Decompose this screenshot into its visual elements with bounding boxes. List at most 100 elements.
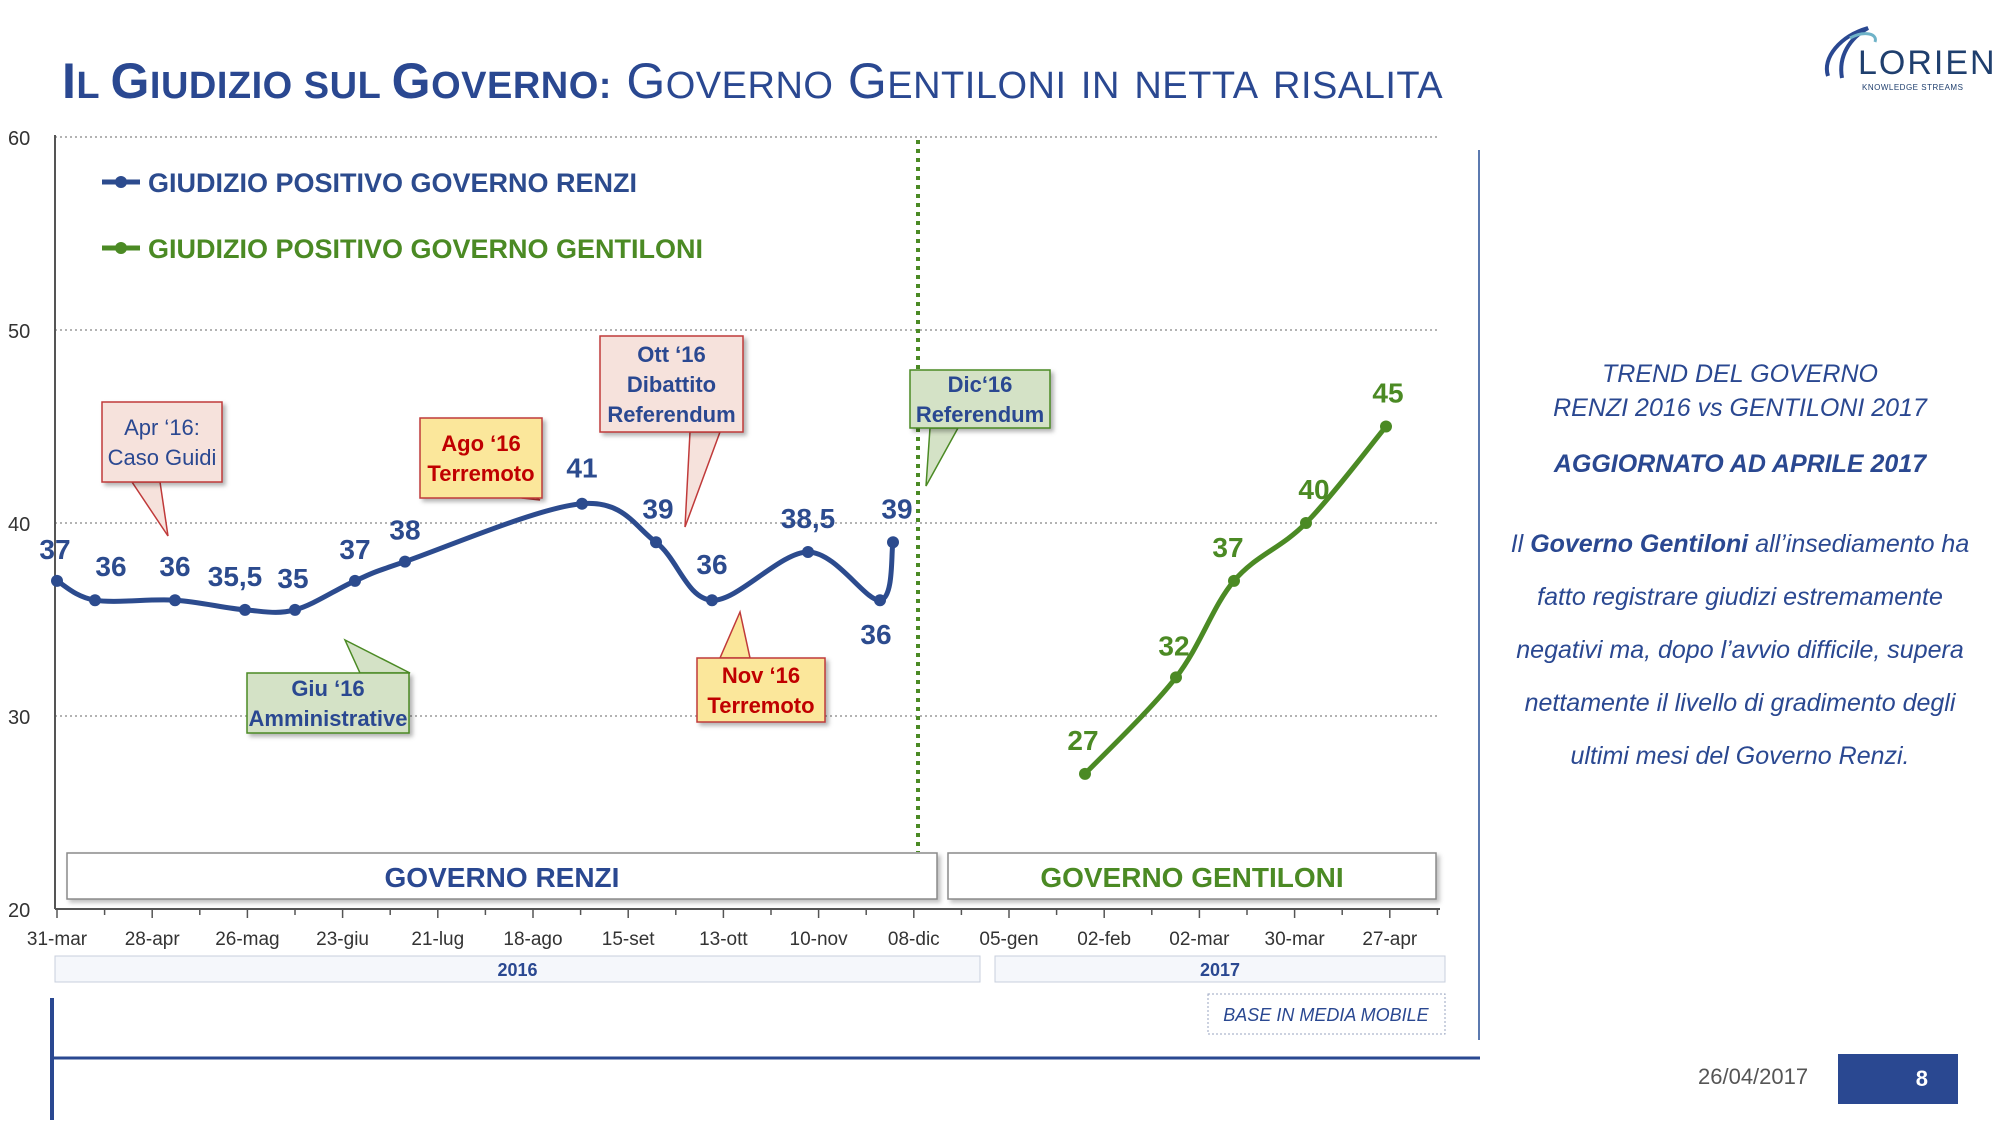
data-point [1300, 517, 1312, 529]
data-point [1380, 420, 1392, 433]
callout-text: Amministrative [249, 706, 408, 731]
year-band [54, 955, 981, 983]
callout-text: Dic‘16 [948, 372, 1013, 397]
year-label: 2016 [497, 960, 537, 980]
callout-text: Referendum [607, 402, 735, 427]
summary-heading-line2: RENZI 2016 vs GENTILONI 2017 [1553, 394, 1927, 422]
y-tick-label: 50 [8, 321, 30, 343]
x-tick-label: 02-mar [1169, 929, 1230, 950]
callout-tail [718, 609, 751, 659]
data-label: 45 [1372, 378, 1403, 409]
data-label: 36 [696, 549, 727, 580]
data-point [650, 536, 662, 549]
x-tick-label: 27-apr [1362, 929, 1418, 950]
company-logo: LORIEN KNOWLEDGE STREAMS [1820, 18, 1995, 98]
x-tick-label: 26-mag [215, 929, 279, 950]
x-tick-label: 23-giu [316, 929, 369, 950]
callout-tail [684, 431, 722, 528]
data-label: 37 [339, 534, 370, 565]
data-point [349, 574, 361, 587]
callout-text: Ago ‘16 [441, 431, 520, 456]
data-point [399, 555, 411, 568]
x-tick-label: 18-ago [503, 929, 562, 950]
data-point [1228, 574, 1240, 587]
period-box [947, 852, 1437, 900]
y-tick-label: 20 [8, 900, 30, 922]
data-label: 38,5 [781, 503, 836, 534]
data-label: 27 [1067, 725, 1098, 756]
data-point [874, 594, 886, 607]
legend-label: GIUDIZIO POSITIVO GOVERNO RENZI [148, 168, 637, 198]
data-label: 36 [860, 619, 891, 650]
data-label: 35,5 [208, 561, 263, 592]
y-tick-label: 40 [8, 514, 30, 536]
page-number: 8 [1838, 1054, 1958, 1104]
data-label: 39 [881, 493, 912, 524]
callout-text: Dibattito [627, 372, 716, 397]
data-label: 41 [566, 453, 597, 484]
callout-text: Apr ‘16: [124, 415, 200, 440]
series-line [1083, 424, 1388, 776]
x-tick-label: 28-apr [125, 929, 181, 950]
data-point [887, 536, 899, 549]
x-tick-label: 13-ott [699, 929, 748, 950]
logo-text: LORIEN [1858, 44, 1997, 82]
data-label: 36 [95, 551, 126, 582]
title-rest: GOVERNO GENTILONI IN NETTA RISALITA [626, 53, 1444, 109]
callout-box [101, 401, 223, 483]
x-tick-label: 15-set [602, 929, 656, 950]
y-tick-label: 30 [8, 707, 30, 729]
callout-tail [343, 638, 411, 674]
callout-text: Giu ‘16 [291, 676, 364, 701]
callout-text: Terremoto [427, 461, 534, 486]
callout-box [246, 672, 410, 734]
period-label: GOVERNO GENTILONI [1040, 862, 1343, 893]
legend-marker [115, 176, 127, 188]
callout-tail [130, 481, 169, 537]
callout-box [599, 335, 744, 433]
data-point [239, 603, 251, 616]
data-point [706, 594, 718, 607]
page-title: IL GIUDIZIO SUL GOVERNO: GOVERNO GENTILO… [62, 53, 1444, 109]
footer-date: 26/04/2017 [1698, 1064, 1809, 1089]
data-label: 36 [159, 551, 190, 582]
data-label: 39 [642, 493, 673, 524]
callout-text: Caso Guidi [108, 445, 217, 470]
data-label: 40 [1298, 474, 1329, 505]
data-label: 35 [277, 563, 308, 594]
callout-text: Referendum [916, 402, 1044, 427]
period-box [66, 852, 938, 900]
callout-text: Nov ‘16 [722, 663, 800, 688]
base-note: BASE IN MEDIA MOBILE [1223, 1005, 1429, 1025]
data-label: 38 [389, 515, 420, 546]
x-tick-label: 08-dic [888, 929, 940, 950]
data-label: 37 [1212, 532, 1243, 563]
legend-marker [115, 242, 127, 254]
data-point [89, 594, 101, 607]
line-chart: 20 30 40 50 60 31-mar 28-apr 26-mag 23-giu 21-lug… [8, 128, 1480, 1120]
callout-box [909, 369, 1051, 429]
summary-panel: TREND DEL GOVERNO RENZI 2016 vs GENTILON… [1478, 150, 2000, 1040]
logo-swoosh-icon [1824, 26, 1877, 79]
data-point [1079, 767, 1091, 780]
callout-text: Ott ‘16 [637, 342, 705, 367]
x-tick-label: 31-mar [27, 929, 88, 950]
callout-box [696, 657, 826, 723]
x-tick-label: 10-nov [790, 929, 849, 950]
data-label: 37 [39, 534, 70, 565]
period-label: GOVERNO RENZI [385, 862, 620, 893]
summary-body: Il Governo Gentiloni all’insediamento ha… [1510, 530, 1970, 770]
callout-text: Terremoto [707, 693, 814, 718]
callout-box [419, 417, 543, 499]
data-point [576, 497, 588, 510]
data-point [802, 545, 814, 558]
data-point [289, 603, 301, 616]
logo-subtext: KNOWLEDGE STREAMS [1862, 83, 1964, 92]
data-point [1170, 671, 1182, 684]
callout-tail [925, 427, 960, 487]
data-point [169, 594, 181, 607]
x-tick-label: 02-feb [1077, 929, 1131, 950]
data-point [51, 574, 63, 587]
data-label: 32 [1158, 630, 1189, 661]
summary-updated: AGGIORNATO AD APRILE 2017 [1553, 450, 1927, 478]
